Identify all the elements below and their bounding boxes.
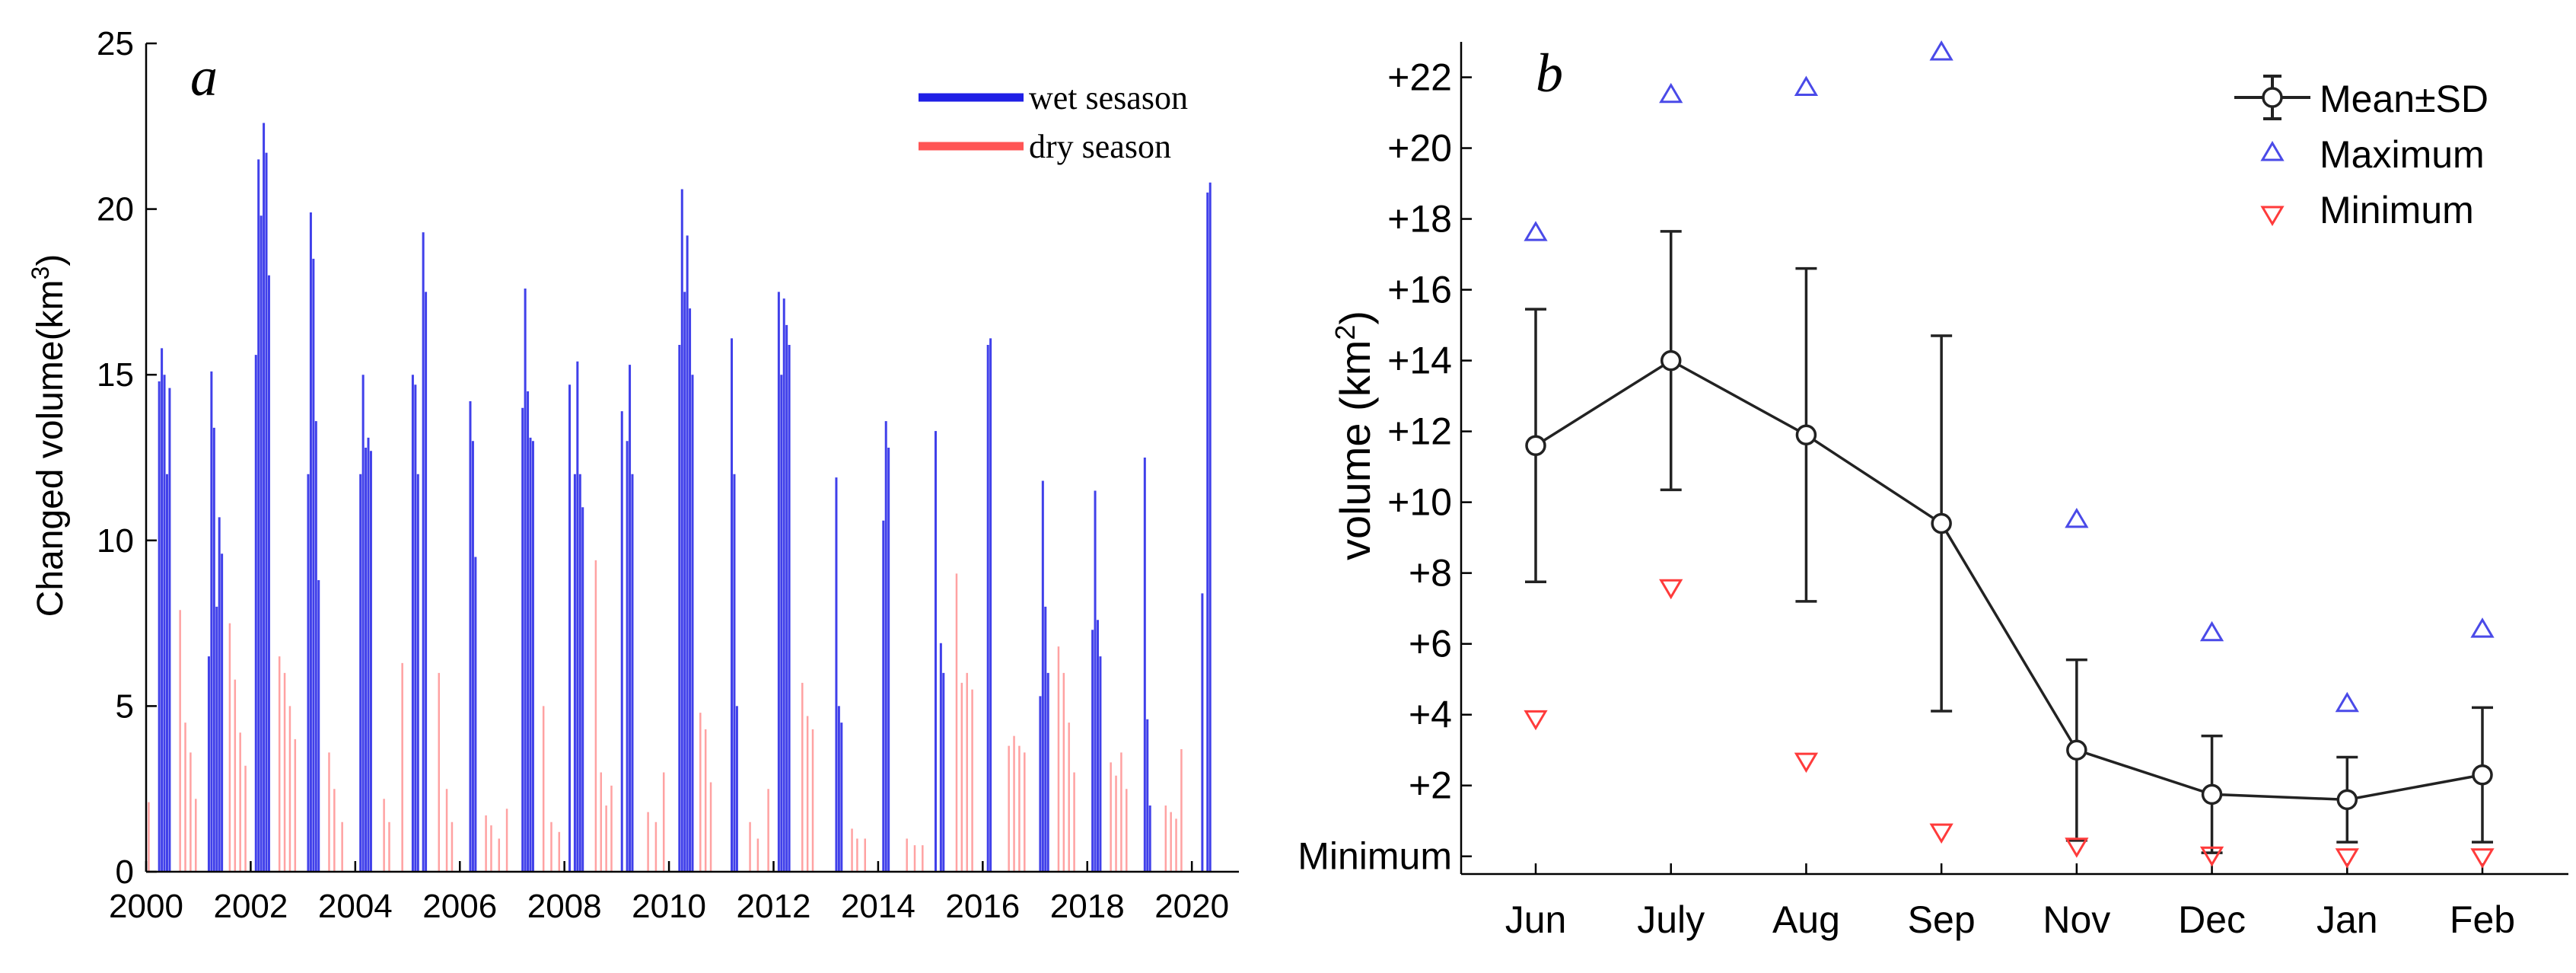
panel-a-x-tick-label: 2012 [737,888,811,925]
minimum-point [1659,579,1683,600]
panel-a-y-tick-label: 5 [116,687,134,725]
panel-b-y-tick-label: +14 [1387,340,1452,382]
panel-b-axes [1460,42,2568,876]
panel-b-y-tick-label: +6 [1409,623,1452,665]
minimum-point [1524,710,1548,731]
panel-b-x-tick-label: Aug [1772,898,1840,941]
panel-b-y-tick-label: +20 [1387,127,1452,170]
panel-b-x-tick-label: Jan [2316,898,2378,941]
mean-point [1931,512,1952,534]
panel-a-tag: a [190,46,218,107]
panel-a-x-tick-label: 2018 [1050,888,1125,925]
legend-dry-label: dry season [1029,128,1171,165]
mean-point [2201,783,2223,806]
maximum-point [2199,620,2224,642]
minimum-point [2470,848,2495,869]
panel-b-y-tick-label: +22 [1387,56,1452,99]
panel-a-legend: wet sesason dry season [919,79,1188,165]
panel-b-x-tick-label: July [1637,898,1705,941]
panel-a-y-tick-label: 20 [97,191,134,228]
panel-b-line-chart: Minimum +2 +4 +6 +8 +10 +12 +14 +16 +18 +20 +22 Jun… [1298,40,2568,941]
panel-b-error-bars [1525,230,2493,854]
panel-b-y-ticks: Minimum +2 +4 +6 +8 +10 +12 +14 +16 +18 +20 +22 [1298,56,1472,878]
panel-a-x-ticks: 2000 2002 2004 2006 2008 2010 2012 2014 2016 2018… [109,861,1229,925]
legend-mean-label: Mean±SD [2320,78,2488,120]
maximum-point [2335,691,2359,713]
mean-point [1525,435,1546,456]
panel-a-y-ticks: 0 5 10 15 20 25 [97,25,157,891]
panel-a-x-tick-label: 2006 [422,888,497,925]
mean-point [2472,764,2493,786]
panel-b-legend: Mean±SD Maximum Minimum [2234,75,2488,231]
legend-max-label: Maximum [2320,133,2485,176]
panel-b-x-ticks: Jun July Aug Sep Nov Dec Jan Feb [1505,863,2515,941]
panel-b-y-tick-label: +2 [1409,764,1452,807]
minimum-point [2335,848,2359,869]
panel-b-y-tick-label: Minimum [1298,835,1452,878]
panel-a-x-tick-label: 2014 [841,888,915,925]
panel-b-y-tick-label: +12 [1387,410,1452,453]
panel-b-mean-line [1535,359,2483,802]
panel-a-y-axis-label: Changed volume(km3) [27,254,71,617]
minimum-point [2199,846,2224,867]
legend-wet-label: wet sesason [1029,79,1188,116]
legend-max-triangle-icon [2260,141,2285,161]
maximum-point [2470,617,2495,638]
maximum-point [1794,75,1819,96]
mean-point [1660,349,1682,372]
panel-a-axes [145,43,1239,873]
panel-b-y-axis-label: volume (km2) [1329,311,1379,560]
minimum-point [2065,837,2089,858]
legend-mean-sample [2234,75,2310,120]
maximum-point [1929,40,1953,61]
minimum-point [1929,823,1953,844]
maximum-point [2065,507,2089,528]
mean-point [2066,739,2087,761]
panel-a-y-tick-label: 10 [97,522,134,560]
panel-a-x-tick-label: 2020 [1154,888,1229,925]
panel-b-x-tick-label: Feb [2450,898,2515,941]
panel-b-x-tick-label: Jun [1505,898,1567,941]
panel-b-x-tick-label: Dec [2178,898,2246,941]
panel-b-y-tick-label: +10 [1387,481,1452,524]
panel-a-y-tick-label: 15 [97,356,134,394]
panel-a-x-tick-label: 2010 [632,888,706,925]
minimum-point [1794,752,1819,774]
panel-a-y-tick-label: 0 [116,853,134,891]
mean-point [1795,424,1817,446]
panel-a-x-tick-label: 2016 [945,888,1020,925]
panel-b-y-tick-label: +16 [1387,269,1452,311]
panel-b-y-tick-label: +8 [1409,552,1452,595]
panel-b-y-tick-label: +4 [1409,694,1452,736]
panel-b-markers [1524,40,2495,869]
panel-b-tag: b [1536,43,1563,104]
panel-a-y-tick-label: 25 [97,25,134,62]
legend-min-triangle-icon [2260,206,2285,226]
mean-point [2336,789,2358,811]
mean-series-line [1535,359,2483,802]
panel-b-x-tick-label: Sep [1908,898,1976,941]
panel-a-x-tick-label: 2004 [318,888,393,925]
panel-a-x-tick-label: 2002 [213,888,288,925]
panel-b-y-tick-label: +18 [1387,198,1452,241]
panel-a-x-tick-label: 2008 [527,888,602,925]
legend-min-label: Minimum [2320,189,2474,231]
panel-b-x-tick-label: Nov [2043,898,2110,941]
panel-a-bars [148,123,1212,872]
maximum-point [1659,82,1683,104]
maximum-point [1524,221,1548,241]
panel-a-x-tick-label: 2000 [109,888,183,925]
